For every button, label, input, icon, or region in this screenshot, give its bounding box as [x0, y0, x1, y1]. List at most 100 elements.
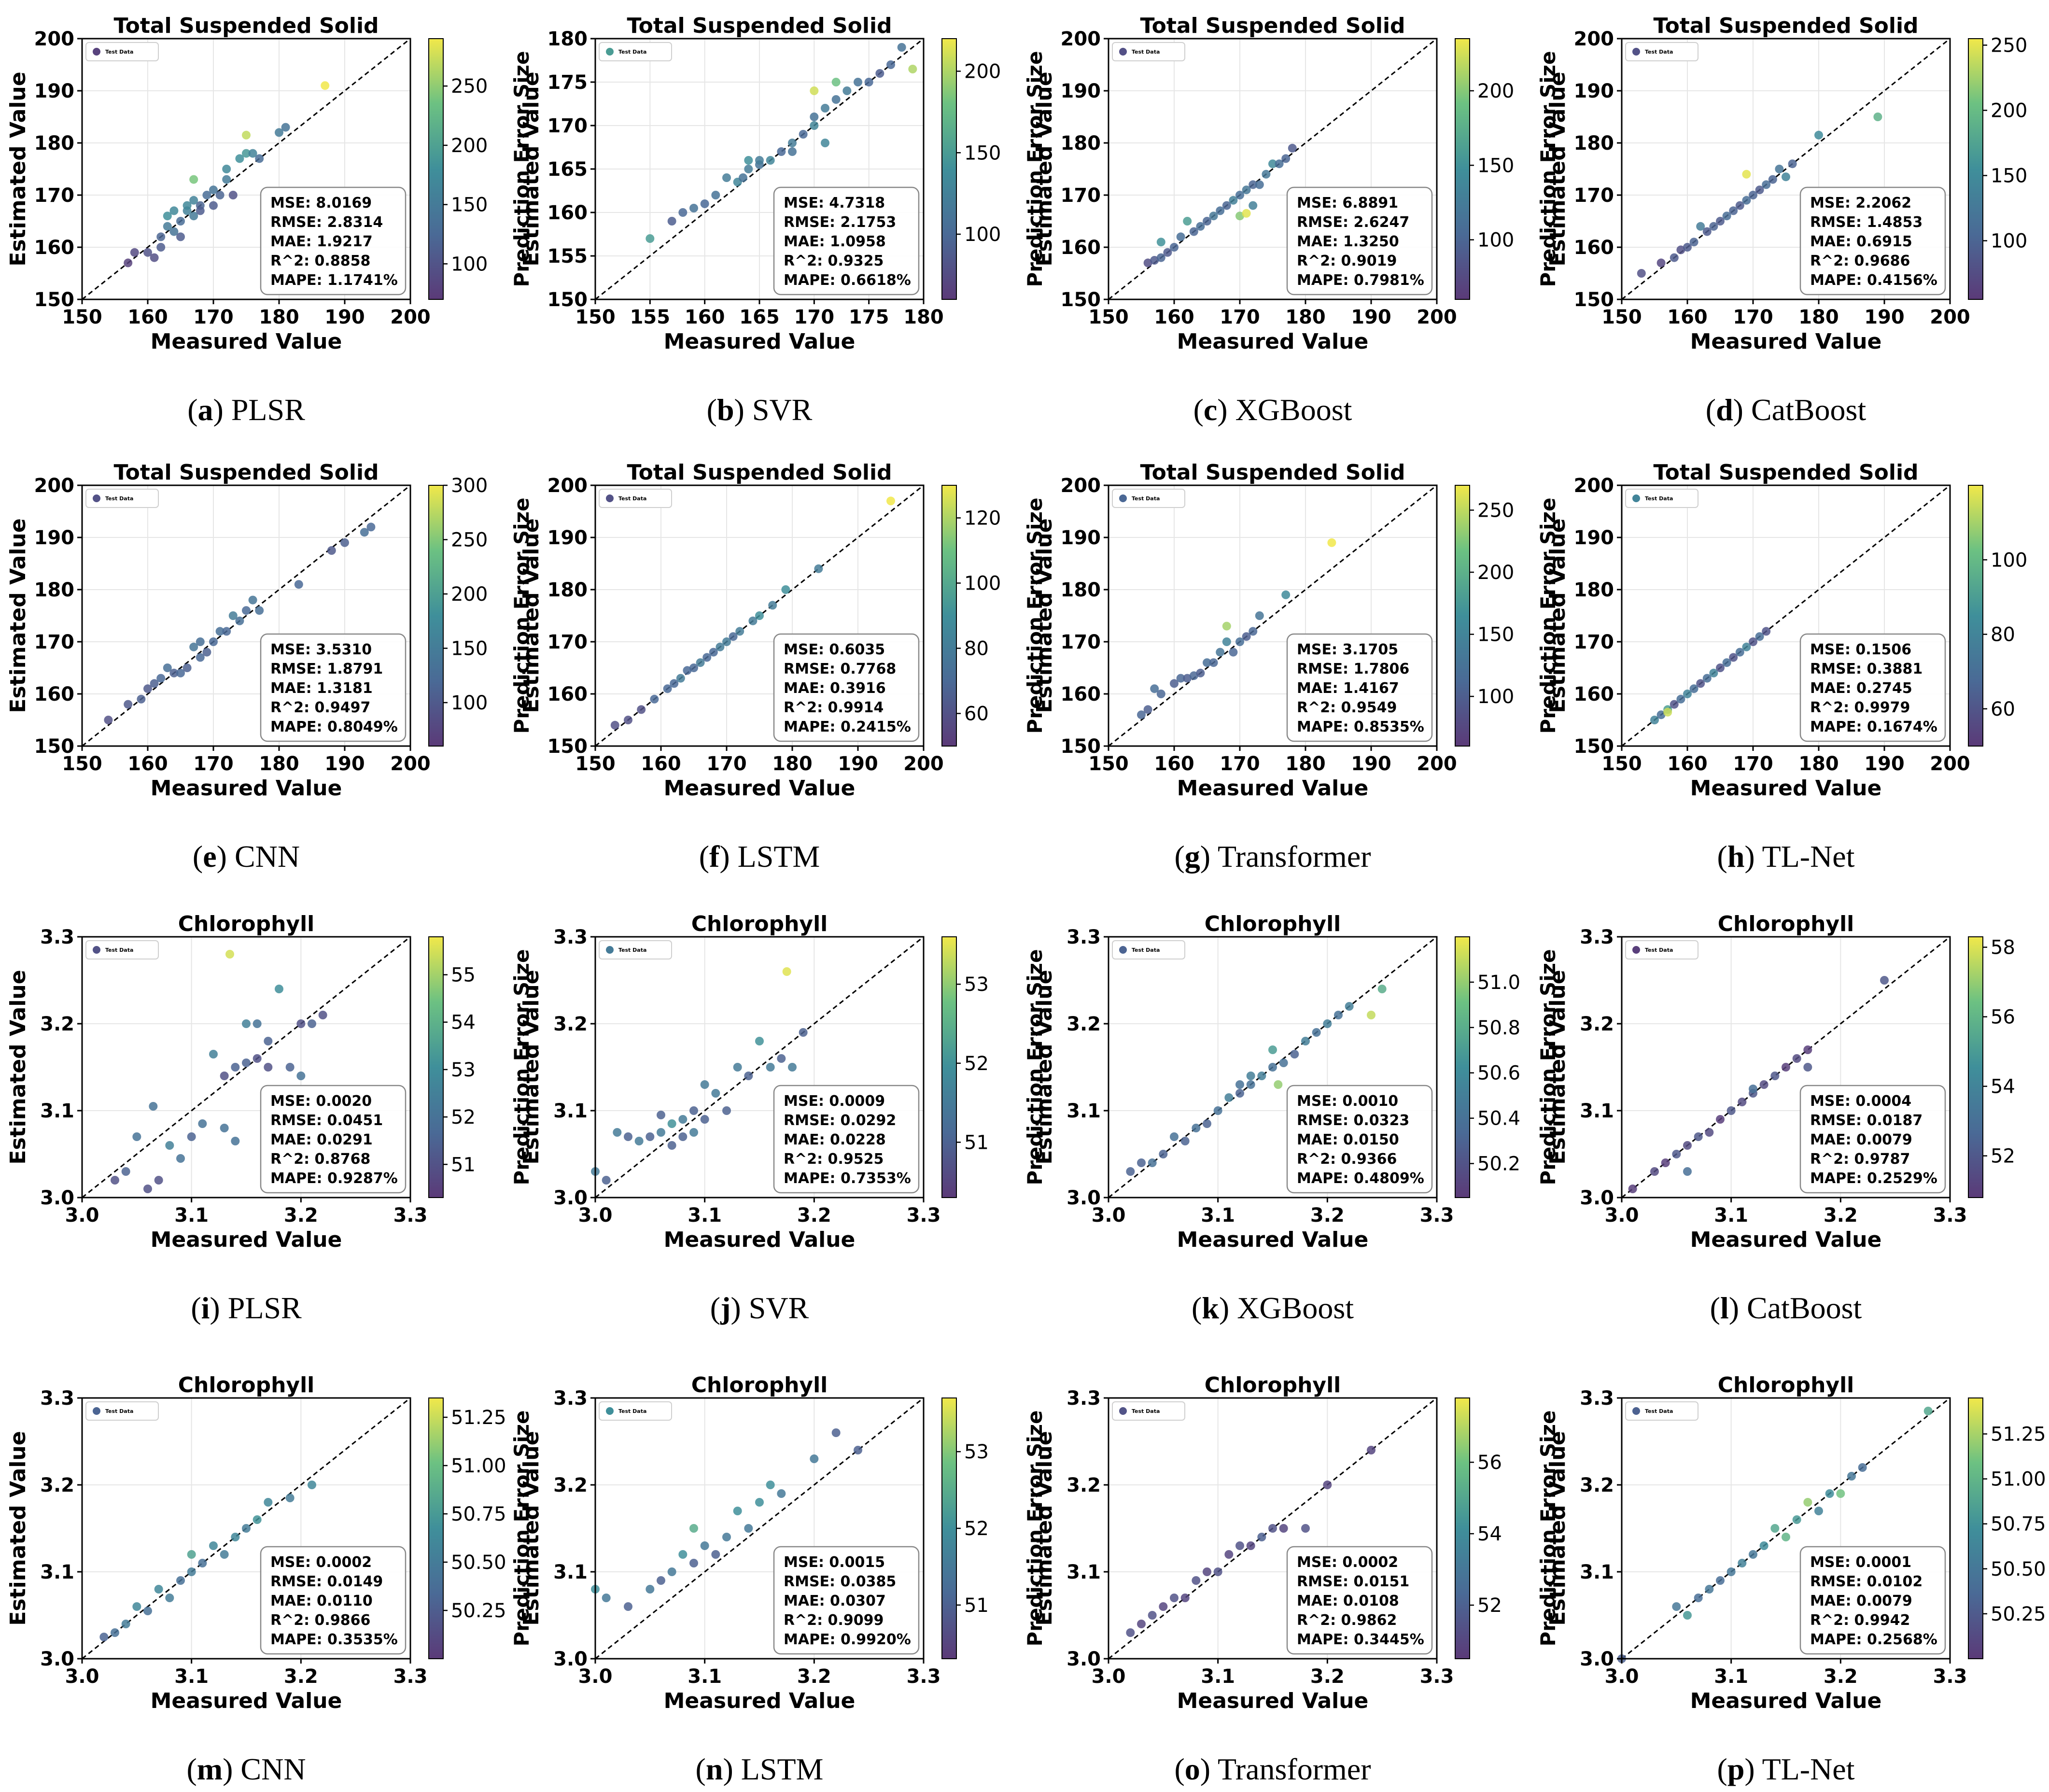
y-axis-label: Estimated Value — [1545, 71, 1570, 266]
y-tick-label: 3.1 — [553, 1561, 588, 1583]
data-point — [1235, 191, 1244, 199]
y-axis-label: Estimated Value — [1032, 1431, 1057, 1625]
x-axis-label: Measured Value — [151, 1689, 342, 1713]
data-point — [700, 199, 709, 208]
data-point — [689, 1106, 698, 1115]
legend-box — [1625, 489, 1698, 508]
data-point — [709, 648, 718, 657]
y-tick-label: 160 — [34, 683, 75, 706]
legend: Test Data — [1112, 42, 1185, 61]
data-point — [1268, 1063, 1277, 1072]
legend-marker — [1119, 1407, 1127, 1415]
x-tick-label: 160 — [1667, 753, 1708, 775]
panel-caption: (n) LSTM — [696, 1752, 824, 1786]
data-point — [810, 121, 819, 130]
data-point — [187, 1550, 196, 1559]
legend: Test Data — [85, 1401, 159, 1421]
colorbar-label: Prediction Error Size — [1536, 1410, 1560, 1646]
caption-model: XGBoost — [1237, 1291, 1354, 1325]
caption-model: CatBoost — [1751, 393, 1866, 427]
data-point — [1759, 1080, 1768, 1089]
data-point — [1224, 1093, 1234, 1102]
plot-frame — [1108, 1397, 1438, 1660]
data-point — [1696, 679, 1705, 688]
data-point — [1229, 648, 1238, 657]
data-point — [198, 1559, 207, 1567]
colorbar-tick-label: 50.75 — [451, 1503, 506, 1525]
colorbar-tick-label: 50.25 — [451, 1600, 506, 1622]
stat-line: MSE: 8.0169 — [270, 195, 372, 212]
legend-label: Test Data — [1132, 49, 1160, 55]
data-point — [678, 208, 688, 217]
data-point — [700, 1115, 709, 1124]
data-point — [788, 139, 797, 147]
data-point — [1755, 185, 1764, 195]
colorbar — [941, 936, 957, 1198]
data-point — [1170, 1132, 1179, 1141]
legend-marker — [606, 494, 614, 502]
data-point — [99, 1633, 109, 1641]
x-tick-label: 150 — [575, 306, 616, 328]
y-tick-label: 160 — [34, 237, 75, 259]
data-point — [1345, 1002, 1354, 1011]
data-point — [1696, 222, 1705, 231]
colorbar-label: Prediction Error Size — [510, 51, 533, 287]
data-point — [1209, 212, 1218, 221]
data-point — [242, 130, 251, 140]
x-tick-label: 3.0 — [578, 1204, 613, 1227]
data-point — [1814, 130, 1823, 140]
data-point — [646, 1132, 655, 1141]
data-point — [908, 65, 917, 73]
legend-label: Test Data — [1645, 1408, 1673, 1414]
y-tick-label: 180 — [1574, 579, 1614, 601]
y-tick-label: 3.0 — [1067, 1187, 1101, 1209]
data-point — [196, 653, 205, 662]
x-tick-label: 3.1 — [174, 1204, 209, 1227]
data-point — [242, 149, 251, 158]
y-tick-label: 170 — [34, 631, 75, 653]
data-point — [275, 985, 283, 993]
data-point — [1180, 1137, 1190, 1145]
data-point — [799, 1028, 808, 1037]
caption-paren-open: ( — [1174, 1752, 1184, 1786]
data-point — [744, 156, 753, 165]
data-point — [722, 173, 731, 182]
y-tick-label: 150 — [34, 289, 75, 311]
data-point — [209, 1050, 218, 1058]
stat-line: R^2: 0.9366 — [1297, 1151, 1397, 1168]
colorbar-tick-label: 200 — [451, 583, 488, 606]
colorbar-tick-label: 54 — [1477, 1523, 1502, 1545]
stat-line: MSE: 0.0004 — [1810, 1093, 1911, 1110]
legend-label: Test Data — [618, 947, 646, 953]
data-point — [1775, 165, 1784, 173]
data-point — [1235, 637, 1244, 646]
data-point — [1290, 1050, 1299, 1058]
plot-frame — [1108, 38, 1438, 300]
y-tick-label: 170 — [1574, 184, 1614, 207]
stat-line: RMSE: 1.7806 — [1297, 661, 1409, 677]
data-point — [124, 258, 133, 268]
legend-box — [85, 1401, 159, 1421]
data-point — [1722, 658, 1731, 667]
y-tick-label: 3.1 — [1067, 1561, 1101, 1583]
colorbar-label: Prediction Error Size — [1023, 51, 1047, 287]
data-point — [366, 522, 376, 532]
data-point — [766, 1481, 775, 1489]
data-point — [667, 1567, 676, 1576]
data-point — [821, 139, 829, 147]
colorbar-tick-label: 51 — [964, 1594, 989, 1617]
data-point — [1705, 1128, 1714, 1137]
x-tick-label: 3.2 — [797, 1665, 831, 1688]
data-point — [1268, 1045, 1277, 1054]
caption-model: XGBoost — [1235, 393, 1352, 427]
data-point — [602, 1594, 611, 1602]
x-axis-label: Measured Value — [664, 329, 856, 354]
plot-frame — [594, 1397, 925, 1660]
x-tick-label: 150 — [1088, 306, 1129, 328]
data-point — [886, 496, 895, 506]
data-point — [667, 217, 676, 226]
data-point — [1301, 1037, 1310, 1045]
stats-frame — [1799, 1546, 1946, 1655]
data-point — [1229, 196, 1238, 205]
colorbar-tick-label: 150 — [964, 142, 1001, 164]
